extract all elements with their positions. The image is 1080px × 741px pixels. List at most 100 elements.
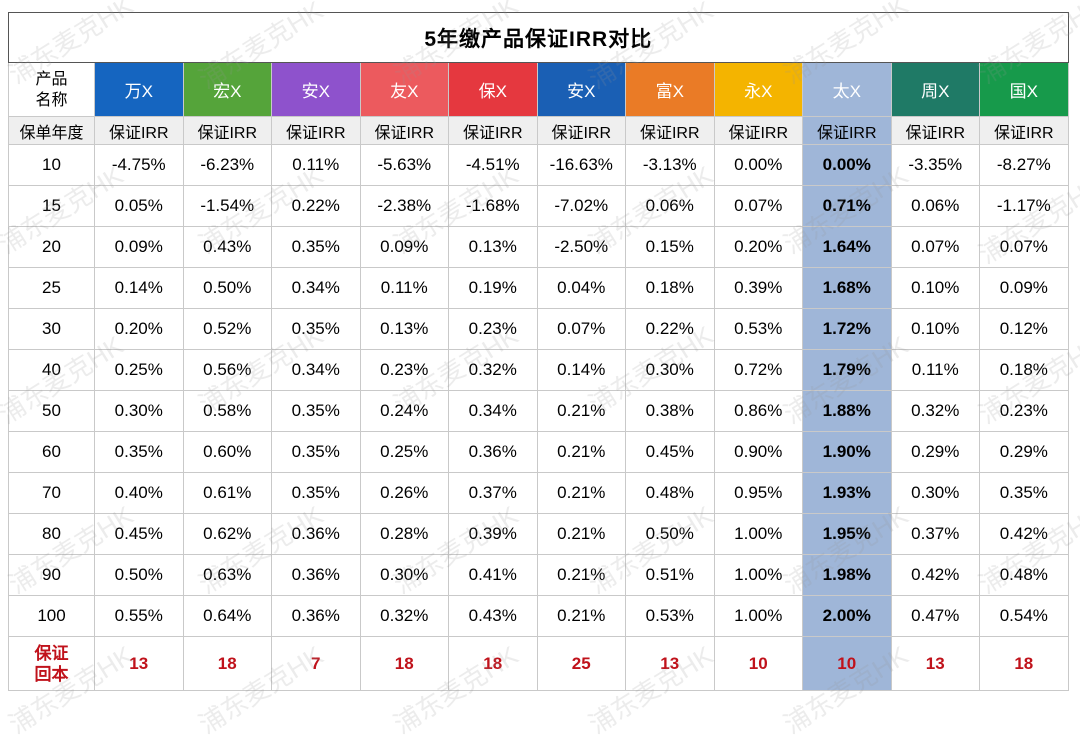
irr-cell: 0.05% bbox=[94, 185, 184, 227]
irr-cell: 0.53% bbox=[713, 308, 803, 350]
irr-cell: 0.21% bbox=[536, 431, 626, 473]
guaranteed-return-cell: 18 bbox=[448, 636, 538, 691]
irr-cell: 0.30% bbox=[625, 349, 715, 391]
policy-year-cell: 90 bbox=[8, 554, 95, 596]
irr-cell: 0.12% bbox=[979, 308, 1069, 350]
guaranteed-return-cell: 18 bbox=[979, 636, 1069, 691]
table-row: 15 0.05% -1.54% 0.22% -2.38% -1.68% -7.02% 0.06… bbox=[8, 185, 1069, 227]
policy-year-header: 保单年度 bbox=[8, 116, 95, 145]
metric-label: 保证IRR bbox=[802, 116, 892, 145]
guaranteed-return-header-line2: 回本 bbox=[34, 664, 69, 684]
irr-cell: -5.63% bbox=[359, 144, 449, 186]
irr-cell: -2.38% bbox=[359, 185, 449, 227]
policy-year-cell: 40 bbox=[8, 349, 95, 391]
irr-cell: -3.35% bbox=[890, 144, 980, 186]
irr-cell: 0.48% bbox=[979, 554, 1069, 596]
irr-cell: 0.50% bbox=[182, 267, 272, 309]
guaranteed-return-cell: 25 bbox=[536, 636, 626, 691]
irr-cell: 0.42% bbox=[979, 513, 1069, 555]
irr-cell: 0.06% bbox=[625, 185, 715, 227]
irr-cell: 1.88% bbox=[802, 390, 892, 432]
irr-comparison-sheet: 5年缴产品保证IRR对比 产品 名称 万X 宏X 安X 友X 保X 安X 富X 永X 太X 周X 国… bbox=[8, 12, 1069, 691]
irr-cell: 0.35% bbox=[271, 226, 361, 268]
product-header: 安X bbox=[271, 62, 361, 117]
irr-cell: 0.32% bbox=[890, 390, 980, 432]
irr-cell: 0.48% bbox=[625, 472, 715, 514]
guaranteed-return-cell: 7 bbox=[271, 636, 361, 691]
metric-label: 保证IRR bbox=[271, 116, 361, 145]
irr-cell: 1.79% bbox=[802, 349, 892, 391]
irr-cell: 0.50% bbox=[625, 513, 715, 555]
policy-year-cell: 60 bbox=[8, 431, 95, 473]
irr-cell: 0.15% bbox=[625, 226, 715, 268]
irr-cell: 0.50% bbox=[94, 554, 184, 596]
irr-cell: 1.98% bbox=[802, 554, 892, 596]
irr-cell: 0.00% bbox=[802, 144, 892, 186]
product-header: 国X bbox=[979, 62, 1069, 117]
irr-cell: 0.36% bbox=[271, 554, 361, 596]
irr-cell: 1.00% bbox=[713, 513, 803, 555]
irr-cell: 0.34% bbox=[271, 349, 361, 391]
irr-cell: 0.22% bbox=[271, 185, 361, 227]
irr-cell: 0.30% bbox=[890, 472, 980, 514]
irr-cell: 0.13% bbox=[448, 226, 538, 268]
irr-cell: 0.55% bbox=[94, 595, 184, 637]
irr-cell: 0.35% bbox=[271, 308, 361, 350]
irr-cell: 1.68% bbox=[802, 267, 892, 309]
irr-cell: 0.39% bbox=[448, 513, 538, 555]
irr-cell: 1.95% bbox=[802, 513, 892, 555]
irr-cell: 0.13% bbox=[359, 308, 449, 350]
table-row: 100 0.55% 0.64% 0.36% 0.32% 0.43% 0.21% 0.53% 1.… bbox=[8, 595, 1069, 637]
table-row: 20 0.09% 0.43% 0.35% 0.09% 0.13% -2.50% 0.15% 0.… bbox=[8, 226, 1069, 268]
product-header: 太X bbox=[802, 62, 892, 117]
policy-year-cell: 15 bbox=[8, 185, 95, 227]
product-header: 友X bbox=[359, 62, 449, 117]
metric-label-row: 保单年度 保证IRR 保证IRR 保证IRR 保证IRR 保证IRR 保证IRR 保证IRR… bbox=[8, 116, 1069, 145]
irr-cell: 0.20% bbox=[713, 226, 803, 268]
irr-cell: 0.06% bbox=[890, 185, 980, 227]
irr-cell: 0.30% bbox=[359, 554, 449, 596]
irr-cell: -4.51% bbox=[448, 144, 538, 186]
metric-label: 保证IRR bbox=[536, 116, 626, 145]
irr-cell: 0.36% bbox=[448, 431, 538, 473]
irr-cell: -4.75% bbox=[94, 144, 184, 186]
irr-cell: 0.64% bbox=[182, 595, 272, 637]
irr-cell: 0.35% bbox=[271, 431, 361, 473]
irr-cell: 0.09% bbox=[359, 226, 449, 268]
table-row: 25 0.14% 0.50% 0.34% 0.11% 0.19% 0.04% 0.18% 0.3… bbox=[8, 267, 1069, 309]
irr-cell: 0.18% bbox=[979, 349, 1069, 391]
irr-cell: 0.39% bbox=[713, 267, 803, 309]
irr-cell: 0.32% bbox=[359, 595, 449, 637]
guaranteed-return-cell: 18 bbox=[359, 636, 449, 691]
irr-cell: 0.51% bbox=[625, 554, 715, 596]
irr-cell: 0.22% bbox=[625, 308, 715, 350]
irr-cell: 0.07% bbox=[890, 226, 980, 268]
irr-cell: 0.58% bbox=[182, 390, 272, 432]
guaranteed-return-cell: 18 bbox=[182, 636, 272, 691]
irr-cell: 1.90% bbox=[802, 431, 892, 473]
policy-year-cell: 70 bbox=[8, 472, 95, 514]
irr-cell: 0.38% bbox=[625, 390, 715, 432]
table-row: 30 0.20% 0.52% 0.35% 0.13% 0.23% 0.07% 0.22% 0.5… bbox=[8, 308, 1069, 350]
guaranteed-return-cell: 13 bbox=[625, 636, 715, 691]
irr-cell: 0.53% bbox=[625, 595, 715, 637]
irr-cell: 0.35% bbox=[94, 431, 184, 473]
irr-cell: 0.52% bbox=[182, 308, 272, 350]
irr-cell: 0.63% bbox=[182, 554, 272, 596]
product-name-row: 产品 名称 万X 宏X 安X 友X 保X 安X 富X 永X 太X 周X 国X bbox=[8, 62, 1069, 117]
product-header: 宏X bbox=[182, 62, 272, 117]
irr-cell: 0.28% bbox=[359, 513, 449, 555]
irr-cell: 0.09% bbox=[94, 226, 184, 268]
guaranteed-return-row: 保证 回本 13 18 7 18 18 25 13 10 10 13 18 bbox=[8, 636, 1069, 691]
metric-label: 保证IRR bbox=[979, 116, 1069, 145]
product-name-header-line1: 产品 bbox=[35, 70, 68, 88]
irr-cell: 0.30% bbox=[94, 390, 184, 432]
irr-cell: 0.61% bbox=[182, 472, 272, 514]
irr-cell: 0.10% bbox=[890, 267, 980, 309]
irr-cell: 0.18% bbox=[625, 267, 715, 309]
irr-cell: 0.60% bbox=[182, 431, 272, 473]
irr-cell: 0.21% bbox=[536, 513, 626, 555]
irr-table: 5年缴产品保证IRR对比 产品 名称 万X 宏X 安X 友X 保X 安X 富X 永X 太X 周X 国… bbox=[8, 12, 1069, 691]
product-header: 安X bbox=[536, 62, 626, 117]
irr-cell: 0.21% bbox=[536, 390, 626, 432]
